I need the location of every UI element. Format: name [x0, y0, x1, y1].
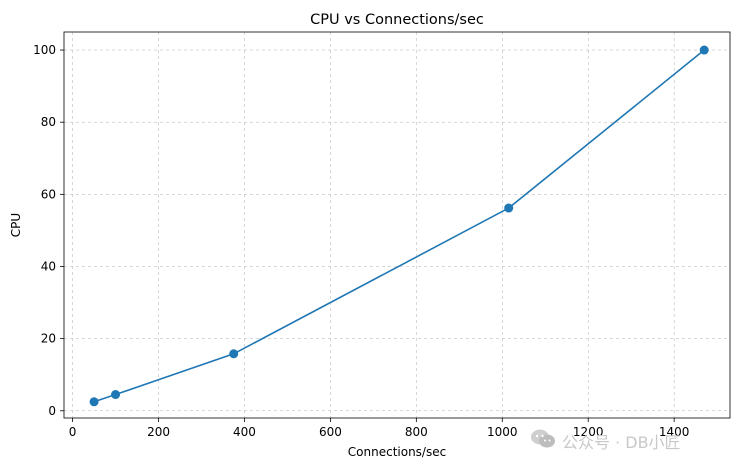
series-line	[89, 45, 709, 407]
y-tick-label: 100	[33, 43, 56, 57]
x-tick-label: 600	[319, 425, 342, 439]
x-tick-label: 1200	[573, 425, 604, 439]
data-point	[89, 397, 99, 407]
x-axis-label: Connections/sec	[348, 445, 446, 459]
y-tick-label: 40	[41, 259, 56, 273]
x-tick-label: 800	[405, 425, 428, 439]
x-tick-label: 400	[233, 425, 256, 439]
x-tick-label: 1000	[487, 425, 518, 439]
wechat-icon	[530, 428, 556, 454]
plot-frame	[63, 31, 731, 419]
y-axis: 0 20 40 60 80 100	[33, 43, 64, 418]
chart-title: CPU vs Connections/sec	[310, 12, 484, 28]
data-point	[229, 349, 239, 359]
watermark-text: 公众号 · DB小匠	[562, 433, 681, 452]
series-line-path	[93, 49, 705, 403]
data-point	[111, 390, 121, 400]
y-tick-label: 20	[41, 332, 56, 346]
data-point	[699, 45, 709, 55]
x-tick-label: 1400	[659, 425, 690, 439]
grid	[64, 32, 730, 418]
y-tick-label: 80	[41, 115, 56, 129]
data-point	[504, 203, 514, 213]
x-axis: 0 200 400 600 800 1000 1200 1400	[69, 418, 690, 439]
y-axis-label: CPU	[9, 213, 23, 237]
y-tick-label: 0	[48, 404, 56, 418]
y-tick-label: 60	[41, 187, 56, 201]
x-tick-label: 0	[69, 425, 77, 439]
x-tick-label: 200	[147, 425, 170, 439]
watermark: 公众号 · DB小匠	[530, 428, 681, 454]
